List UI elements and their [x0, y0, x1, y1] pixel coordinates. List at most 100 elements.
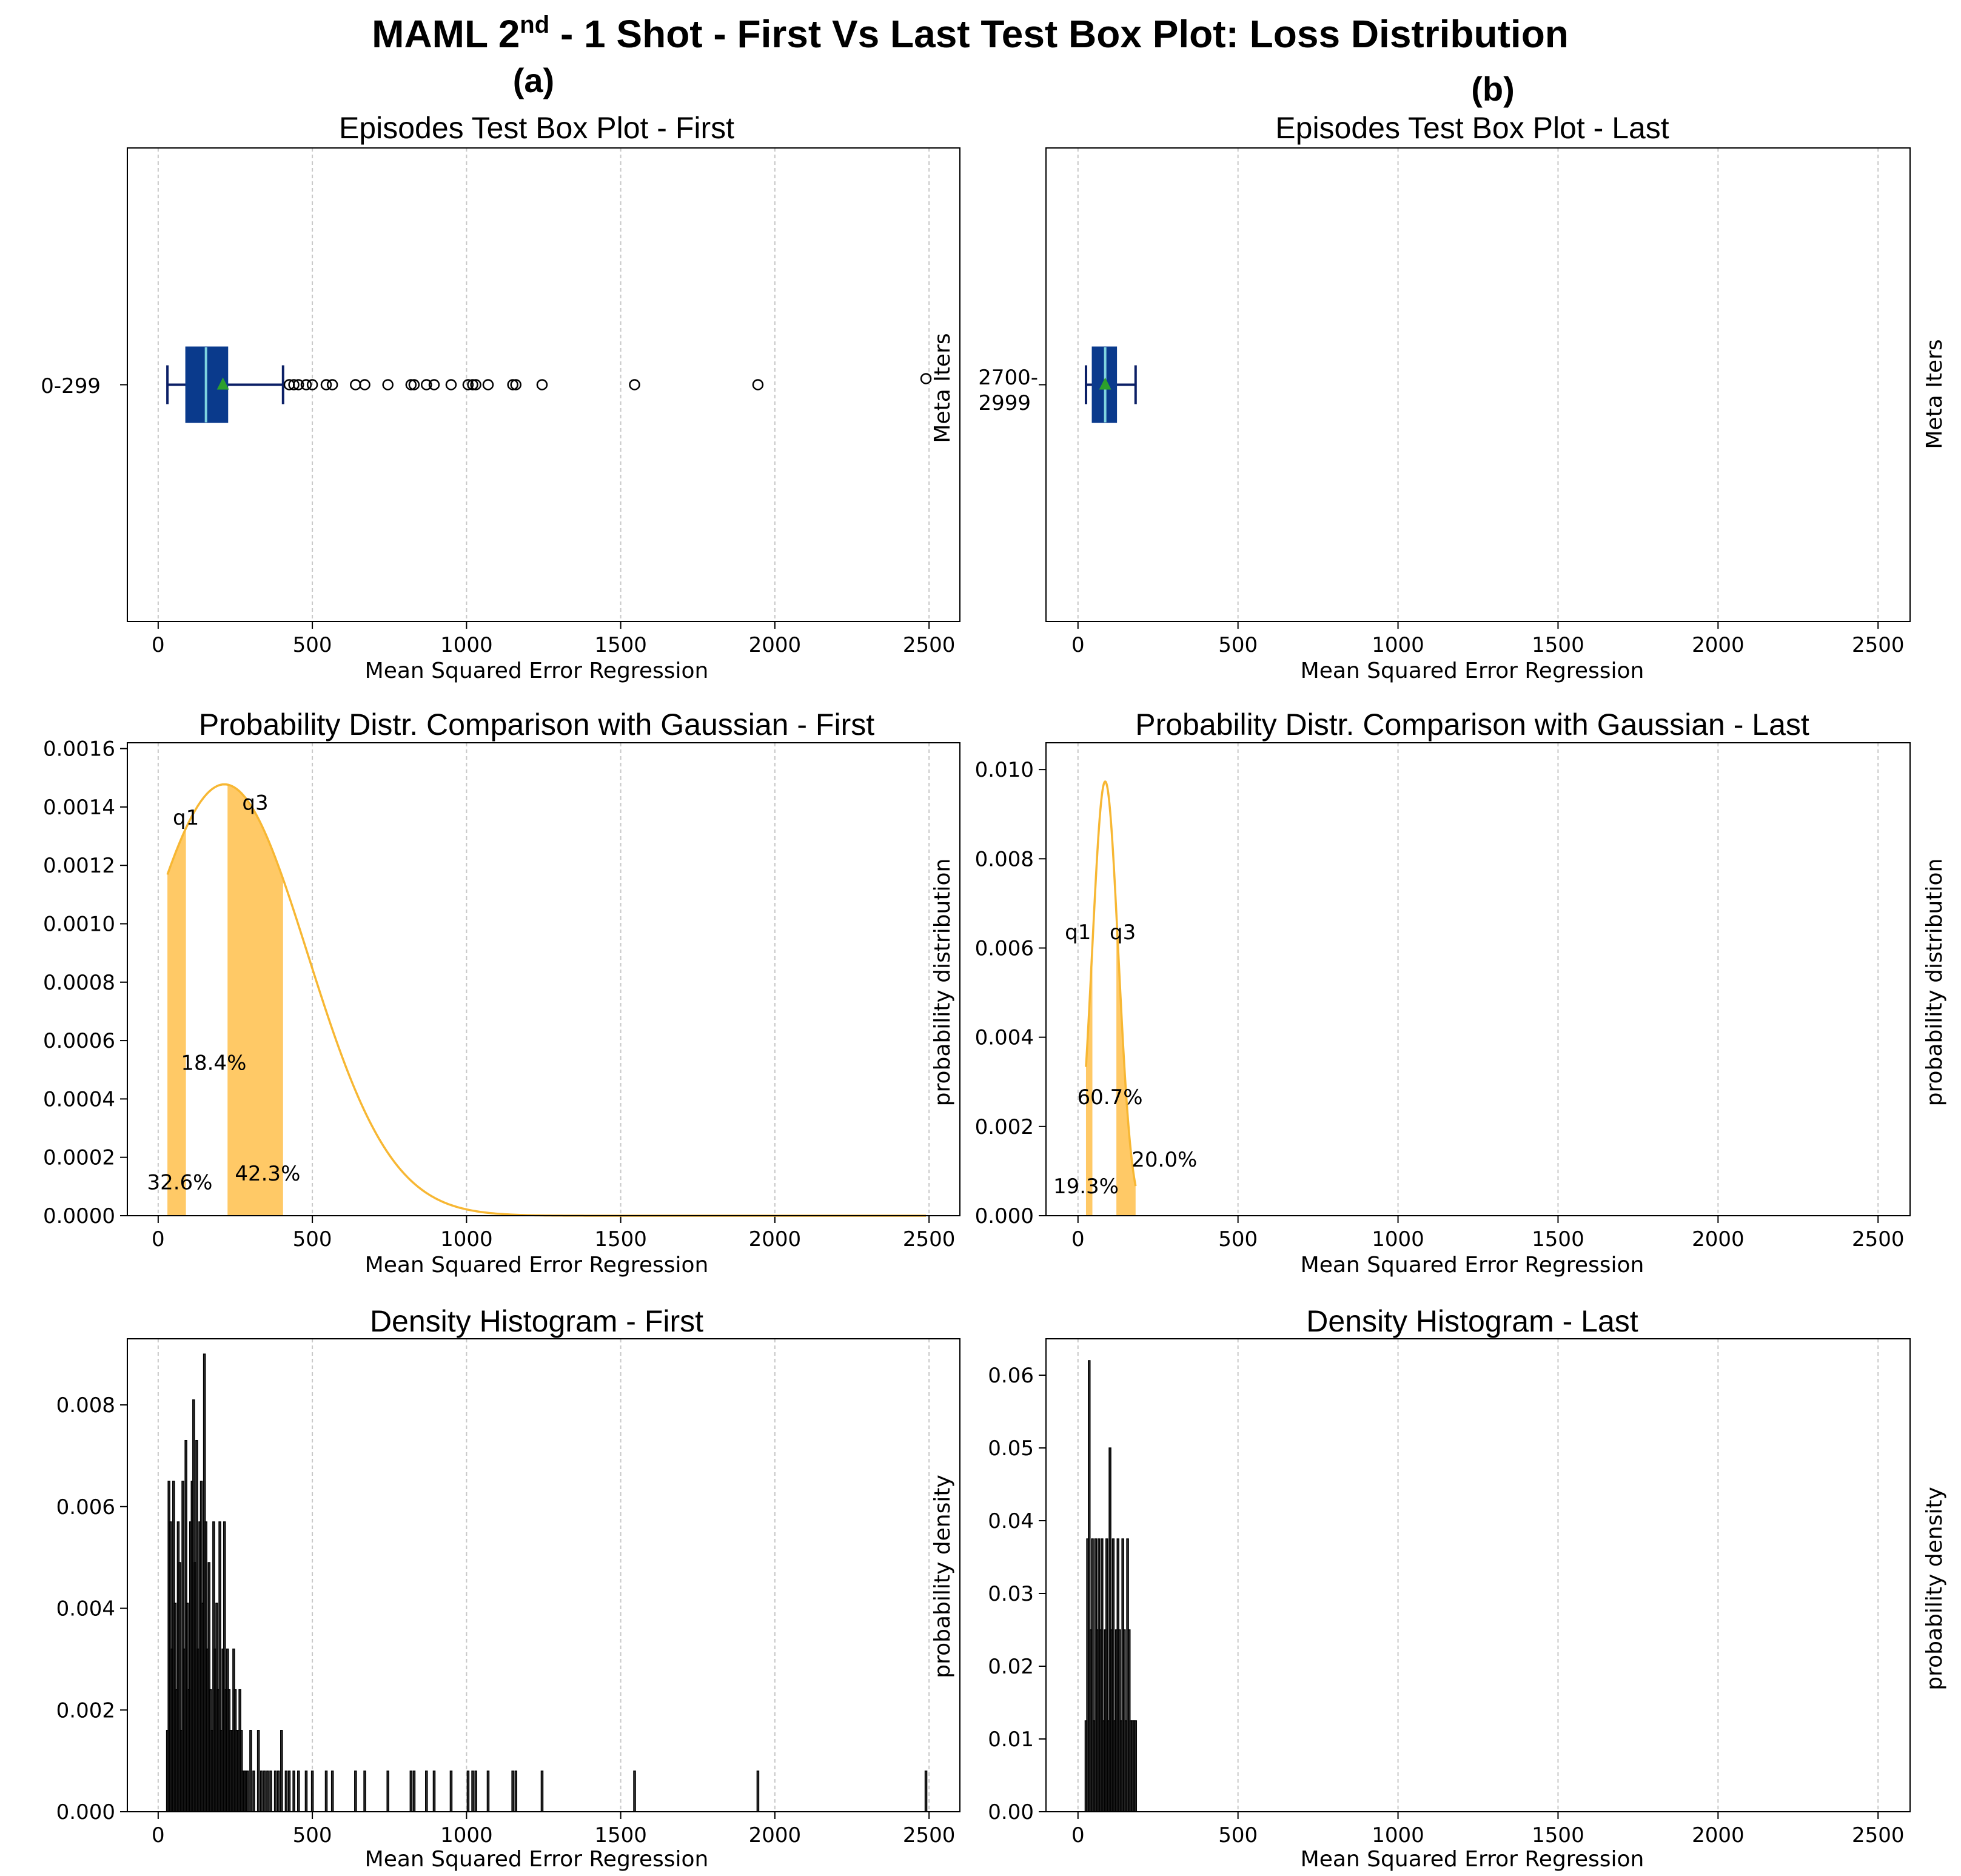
x-tick-label: 500: [293, 633, 332, 657]
y-tick-label: 0.0014: [43, 796, 115, 820]
annotation-label: q3: [242, 791, 268, 816]
x-tick-label: 2500: [903, 633, 956, 657]
chart-title: Episodes Test Box Plot - Last: [1275, 111, 1669, 145]
y-tick-label-line1: 2700-: [978, 366, 1038, 390]
y-tick-label: 0.06: [988, 1364, 1034, 1388]
outlier-point: [467, 379, 478, 390]
outlier-point: [462, 379, 474, 390]
y-axis-label-left: probability distribution: [930, 859, 955, 1107]
x-tick-label: 2500: [1852, 1823, 1905, 1848]
histogram-bar: [310, 1770, 314, 1812]
chart-title: Density Histogram - First: [370, 1304, 703, 1338]
annotation-label: q1: [173, 806, 199, 830]
axes-frame: [127, 742, 960, 1216]
histogram-bar: [263, 1770, 266, 1812]
x-tick-label: 500: [1218, 1823, 1258, 1848]
x-tick-label: 500: [1218, 1227, 1258, 1251]
y-tick-label: 0.002: [56, 1698, 115, 1723]
y-tick-label: 0.0016: [43, 737, 115, 762]
x-tick-label: 1000: [1372, 633, 1424, 657]
outlier-point: [482, 379, 494, 390]
x-tick-label: 1000: [440, 1823, 493, 1848]
histogram-bar: [1134, 1720, 1138, 1812]
x-axis-label: Mean Squared Error Regression: [1301, 1847, 1644, 1872]
x-tick-label: 2500: [903, 1823, 956, 1848]
x-tick-label: 2000: [1692, 1227, 1745, 1251]
x-tick-label: 1000: [1372, 1227, 1424, 1251]
histogram-bar: [273, 1770, 277, 1812]
histogram-bar: [269, 1770, 272, 1812]
x-tick-label: 2500: [903, 1227, 956, 1251]
x-tick-label: 1500: [1532, 1227, 1584, 1251]
mean-marker: [1099, 377, 1111, 390]
y-tick-label: 0.000: [975, 1204, 1034, 1228]
outlier-point: [300, 379, 312, 390]
y-tick-label: 0.002: [975, 1115, 1034, 1139]
outlier-point: [326, 379, 338, 390]
histogram-bar: [466, 1770, 470, 1812]
x-tick-label: 0: [1071, 1227, 1085, 1251]
histogram-bar: [330, 1770, 334, 1812]
y-tick-label: 0.006: [975, 936, 1034, 960]
y-tick-label: 0.0012: [43, 854, 115, 878]
panel-label-b: (b): [1471, 70, 1515, 108]
outlier-point: [408, 379, 420, 390]
x-tick-label: 1500: [1532, 633, 1584, 657]
histogram-bar: [425, 1770, 428, 1812]
axes-frame: [1045, 742, 1911, 1216]
x-tick-label: 0: [152, 1823, 165, 1848]
histogram-bar: [633, 1770, 636, 1812]
y-axis-label-right: probability density: [1922, 1487, 1947, 1690]
y-tick-label: 0.0006: [43, 1029, 115, 1053]
y-tick-label: 0.000: [56, 1800, 115, 1824]
x-tick-label: 500: [293, 1227, 332, 1251]
histogram-bar: [256, 1730, 260, 1812]
y-tick-label: 0-299: [41, 374, 101, 398]
outlier-point: [507, 379, 518, 390]
y-tick-label: 0.008: [975, 847, 1034, 871]
chart-title: Probability Distr. Comparison with Gauss…: [1135, 708, 1809, 742]
y-tick-label: 0.03: [988, 1582, 1034, 1606]
x-axis-label: Mean Squared Error Regression: [365, 1847, 709, 1872]
histogram-bar: [287, 1770, 291, 1812]
x-tick-label: 500: [1218, 633, 1258, 657]
y-tick-label: 0.05: [988, 1436, 1034, 1461]
chart-box-first: Episodes Test Box Plot - First Mean Squa…: [41, 111, 960, 683]
annotation-label: 20.0%: [1131, 1148, 1197, 1172]
outlier-point: [405, 379, 417, 390]
x-tick-label: 2500: [1852, 1227, 1905, 1251]
y-tick-label: 0.006: [56, 1495, 115, 1519]
histogram-bar: [280, 1730, 283, 1812]
outlier-point: [421, 379, 432, 390]
histogram-bar: [252, 1770, 255, 1812]
y-tick-label: 0.0004: [43, 1087, 115, 1111]
chart-title: Episodes Test Box Plot - First: [339, 111, 734, 145]
outlier-point: [350, 379, 361, 390]
x-tick-label: 1500: [594, 1823, 647, 1848]
annotation-label: 60.7%: [1078, 1085, 1143, 1110]
histogram-bar: [277, 1770, 280, 1812]
y-axis-label-right: Meta Iters: [1922, 339, 1947, 449]
gaussian-curve: [1085, 780, 1137, 1187]
outlier-point: [629, 379, 640, 390]
y-tick-label: 0.0008: [43, 971, 115, 995]
outlier-point: [306, 379, 318, 390]
histogram-bar: [354, 1770, 357, 1812]
y-tick-label: 0.04: [988, 1509, 1034, 1533]
histogram-bar: [511, 1770, 514, 1812]
histogram-bar: [324, 1770, 328, 1812]
histogram-bar: [540, 1770, 544, 1812]
axes-frame: [1045, 147, 1911, 622]
outlier-point: [920, 373, 932, 384]
histogram-bar: [249, 1730, 252, 1812]
y-tick-label: 0.008: [56, 1393, 115, 1418]
panel-label-a: (a): [513, 61, 554, 99]
y-tick-label: 0.00: [988, 1800, 1034, 1824]
outlier-point: [445, 379, 457, 390]
chart-hist-last: Density Histogram - Last Mean Squared Er…: [930, 1304, 1947, 1872]
y-axis-label-right: probability distribution: [1922, 859, 1947, 1107]
shaded-area: [1116, 914, 1136, 1216]
y-tick-label: 0.01: [988, 1727, 1034, 1752]
histogram-bar: [260, 1770, 263, 1812]
